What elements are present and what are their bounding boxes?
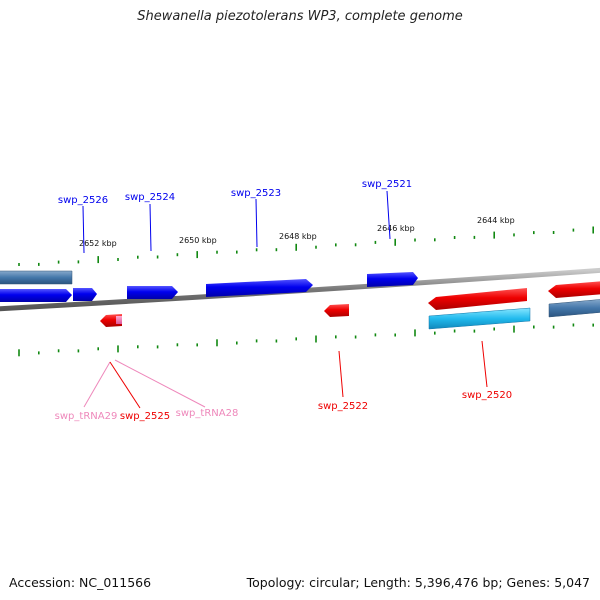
topology-summary: Topology: circular; Length: 5,396,476 bp… [246,575,590,590]
gene-forward-swp2527[interactable] [0,289,72,302]
leader-swp2524 [149,203,152,252]
kbp-label-2650: 2650 kbp [179,236,217,245]
leader-swp2523 [255,198,258,248]
label-swp2522[interactable]: swp_2522 [318,401,368,412]
label-swp2521[interactable]: swp_2521 [362,179,412,190]
leader-swp2520 [481,340,488,388]
gene-reverse-right-edge[interactable] [548,281,600,298]
leader-swp2525 [109,361,141,409]
label-swp2523[interactable]: swp_2523 [231,188,281,199]
label-swp2525[interactable]: swp_2525 [120,411,170,422]
reverse-rna-strip-right[interactable] [548,299,600,318]
leader-swp-trna29 [83,361,111,408]
kbp-label-2648: 2648 kbp [279,232,317,241]
gene-reverse-swp2522[interactable] [324,304,349,317]
upper-tick-ring [18,226,595,266]
leader-swp2521 [386,190,391,240]
lower-tick-ring [18,323,595,357]
gene-forward-swp2521[interactable] [367,272,418,287]
label-swp-trna29[interactable]: swp_tRNA29 [55,411,118,422]
label-swp2520[interactable]: swp_2520 [462,390,512,401]
gene-leader-lines [82,190,488,409]
gene-reverse-swp2520[interactable] [428,288,527,310]
accession-text: Accession: NC_011566 [9,575,152,590]
label-swp-trna28[interactable]: swp_tRNA28 [176,408,239,419]
gene-forward-swp2524[interactable] [127,286,178,299]
forward-rna-strip[interactable] [0,270,73,285]
gene-forward-swp2526[interactable] [73,288,97,301]
label-swp2526[interactable]: swp_2526 [58,195,108,206]
leader-swp-trna28 [114,359,206,408]
gene-forward-swp2523[interactable] [206,279,313,297]
kbp-label-2644: 2644 kbp [477,216,515,225]
kbp-label-2646: 2646 kbp [377,224,415,233]
label-swp2524[interactable]: swp_2524 [125,192,175,203]
genome-title: Shewanella piezotolerans WP3, complete g… [137,9,463,24]
kbp-label-2652: 2652 kbp [79,239,117,248]
leader-swp2526 [82,205,85,254]
leader-swp2522 [338,350,344,398]
reverse-rna-strip-swp2520[interactable] [428,307,531,330]
trna-swp-trna29[interactable] [116,316,122,324]
